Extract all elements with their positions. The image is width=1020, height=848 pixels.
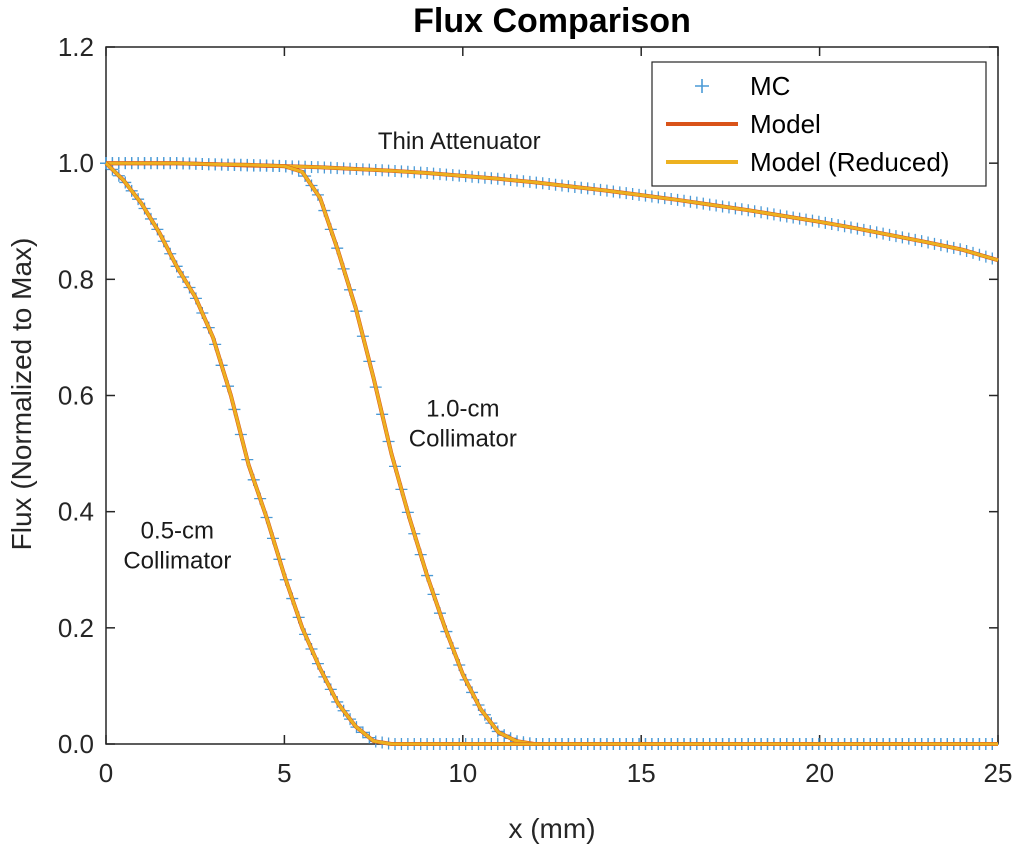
annotation-label: 1.0-cm Collimator bbox=[409, 395, 517, 452]
x-axis-label: x (mm) bbox=[508, 813, 595, 844]
y-axis-label: Flux (Normalized to Max) bbox=[6, 238, 37, 551]
legend-label: Model bbox=[750, 109, 821, 139]
annotation-line: Thin Attenuator bbox=[378, 128, 541, 155]
legend: MC Model Model (Reduced) bbox=[651, 61, 987, 187]
x-tick-label: 25 bbox=[984, 758, 1013, 788]
x-tick-label: 0 bbox=[99, 758, 113, 788]
x-tick-label: 5 bbox=[277, 758, 291, 788]
annotation-line: Collimator bbox=[123, 547, 231, 574]
model-lines bbox=[104, 161, 999, 746]
x-tick-label: 10 bbox=[448, 758, 477, 788]
annotation-label: Thin Attenuator bbox=[378, 128, 541, 155]
y-tick-label: 0.8 bbox=[58, 264, 94, 294]
y-tick-label: 0.0 bbox=[58, 729, 94, 759]
annotation-line: Collimator bbox=[409, 425, 517, 452]
y-tick-label: 1.2 bbox=[58, 32, 94, 62]
annotation-line: 0.5-cm bbox=[141, 517, 214, 544]
y-axis-ticks: 0.0 0.2 0.4 0.6 0.8 1.0 1.2 bbox=[58, 32, 998, 759]
x-tick-label: 20 bbox=[805, 758, 834, 788]
legend-label: Model (Reduced) bbox=[750, 147, 949, 177]
model-reduced-line bbox=[104, 162, 998, 746]
legend-mc-marker-icon bbox=[695, 79, 709, 93]
y-tick-label: 0.6 bbox=[58, 381, 94, 411]
chart-title: Flux Comparison bbox=[413, 2, 691, 40]
y-tick-label: 1.0 bbox=[58, 148, 94, 178]
annotations: Thin Attenuator 1.0-cm Collimator 0.5-cm Col… bbox=[123, 128, 540, 574]
legend-label: MC bbox=[750, 71, 790, 101]
x-tick-label: 15 bbox=[627, 758, 656, 788]
y-tick-label: 0.4 bbox=[58, 497, 94, 527]
y-tick-label: 0.2 bbox=[58, 613, 94, 643]
x-axis-ticks: 0 5 10 15 20 25 bbox=[99, 47, 1013, 788]
annotation-label: 0.5-cm Collimator bbox=[123, 517, 231, 574]
annotation-line: 1.0-cm bbox=[426, 395, 499, 422]
